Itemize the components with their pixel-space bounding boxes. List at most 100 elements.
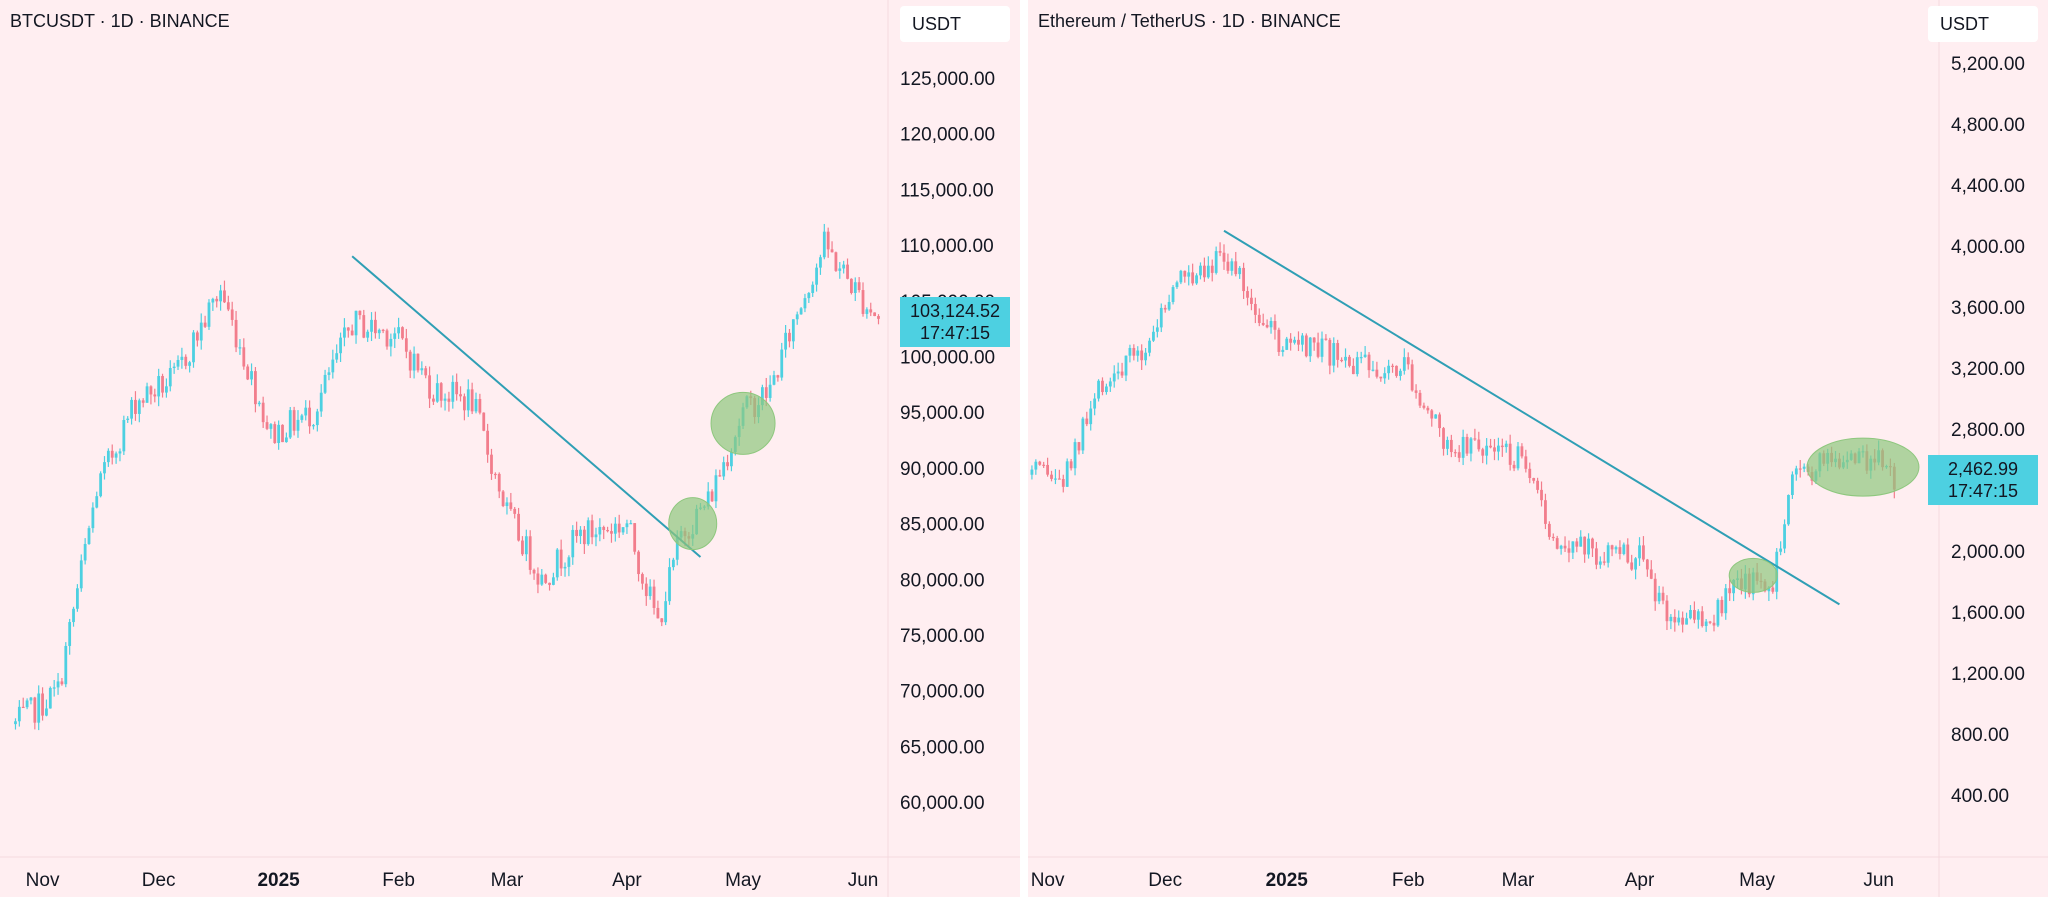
candle-body [226, 302, 230, 310]
x-tick-label: Mar [1502, 870, 1535, 891]
candle-body [1559, 545, 1563, 549]
y-tick-label: 75,000.00 [900, 626, 985, 647]
candle-body [180, 356, 184, 360]
x-tick-label: Feb [382, 870, 415, 891]
candle-body [1367, 354, 1371, 371]
candle-body [377, 329, 381, 334]
candle-body [172, 366, 176, 369]
candle-body [571, 529, 575, 558]
candle-body [490, 454, 493, 474]
y-tick-label: 400.00 [1951, 786, 2009, 807]
candle-body [83, 543, 87, 561]
candle-body [1481, 449, 1485, 456]
candle-body [21, 706, 25, 709]
candle-body [435, 383, 439, 402]
candle-body [552, 577, 555, 585]
candle-body [1253, 303, 1257, 315]
candle-body [1351, 365, 1355, 375]
candle-body [1500, 445, 1504, 448]
candle-body [130, 399, 133, 419]
y-tick-label: 60,000.00 [900, 793, 985, 814]
candle-body [1606, 545, 1610, 563]
candle-body [1281, 349, 1285, 352]
candle-body [393, 333, 397, 339]
candle-body [1516, 446, 1520, 469]
candle-body [358, 310, 362, 316]
candle-body [1344, 356, 1347, 361]
candle-body [1728, 588, 1732, 594]
candle-body [17, 706, 21, 722]
candle-body [590, 520, 594, 538]
candle-body [517, 513, 520, 541]
x-tick-label: Nov [1031, 870, 1065, 891]
candle-body [408, 351, 412, 371]
candle-body [1794, 468, 1798, 475]
candle-body [238, 347, 242, 349]
candle-body [389, 338, 393, 347]
candle-body [1591, 538, 1594, 549]
candle-body [195, 332, 199, 341]
candle-body [199, 322, 203, 341]
candle-body [1355, 357, 1359, 375]
btc-chart-panel[interactable]: 125,000.00 120,000.00 115,000.00 110,000.00… [0, 0, 1020, 897]
panel-divider[interactable] [1020, 0, 1028, 897]
candle-body [428, 375, 431, 399]
candle-body [466, 389, 470, 411]
candle-body [1269, 321, 1273, 328]
candle-body [134, 399, 137, 414]
candle-body [819, 257, 822, 268]
candle-body [1618, 547, 1622, 554]
candle-body [668, 567, 671, 602]
candle-body [1073, 442, 1077, 469]
candle-body [292, 410, 296, 431]
candle-body [1732, 579, 1735, 594]
candle-body [401, 327, 404, 339]
candle-body [861, 290, 865, 314]
y-tick-label: 5,200.00 [1951, 54, 2025, 75]
candle-body [671, 559, 675, 568]
candle-body [610, 531, 613, 534]
candle-body [544, 574, 548, 583]
candle-body [1783, 524, 1786, 549]
candle-body [575, 529, 579, 537]
btc-currency-unit[interactable]: USDT [900, 6, 1010, 42]
candle-body [1665, 600, 1669, 622]
candle-body [764, 387, 768, 398]
candle-body [470, 389, 474, 412]
candle-body [1108, 381, 1112, 387]
candle-body [1547, 523, 1551, 537]
eth-bar-countdown: 17:47:15 [1947, 481, 2019, 502]
candle-body [184, 356, 188, 366]
trendline [351, 255, 702, 558]
candle-body [1485, 445, 1489, 456]
candle-body [219, 290, 222, 302]
candle-body [385, 330, 389, 347]
candle-body [1320, 338, 1324, 357]
btc-chart-canvas[interactable]: 125,000.00 120,000.00 115,000.00 110,000.00… [0, 0, 1020, 897]
candle-body [760, 387, 764, 406]
candle-body [288, 410, 292, 438]
candle-body [1645, 559, 1649, 570]
eth-chart-canvas[interactable]: 5,200.00 4,800.00 4,400.00 4,000.00 3,600.00… [1028, 0, 2048, 897]
candle-body [404, 338, 408, 352]
eth-chart-panel[interactable]: 5,200.00 4,800.00 4,400.00 4,000.00 3,600.00… [1028, 0, 2048, 897]
candle-body [505, 502, 509, 507]
candle-body [45, 708, 48, 716]
candle-body [1453, 452, 1457, 454]
candle-body [1693, 610, 1696, 620]
candle-body [165, 386, 168, 393]
y-tick-label: 90,000.00 [900, 459, 985, 480]
candle-body [397, 327, 401, 334]
candle-body [1383, 373, 1387, 379]
candle-body [1265, 324, 1269, 328]
candle-body [486, 430, 490, 455]
eth-currency-unit[interactable]: USDT [1928, 6, 2038, 42]
btc-chart-title: BTCUSDT · 1D · BINANCE [10, 11, 230, 31]
candle-body [846, 264, 849, 279]
candle-body [513, 508, 517, 514]
candle-body [1544, 500, 1547, 524]
candle-body [652, 586, 656, 608]
candle-body [1304, 335, 1308, 357]
candle-body [246, 366, 250, 380]
candle-body [168, 368, 172, 387]
